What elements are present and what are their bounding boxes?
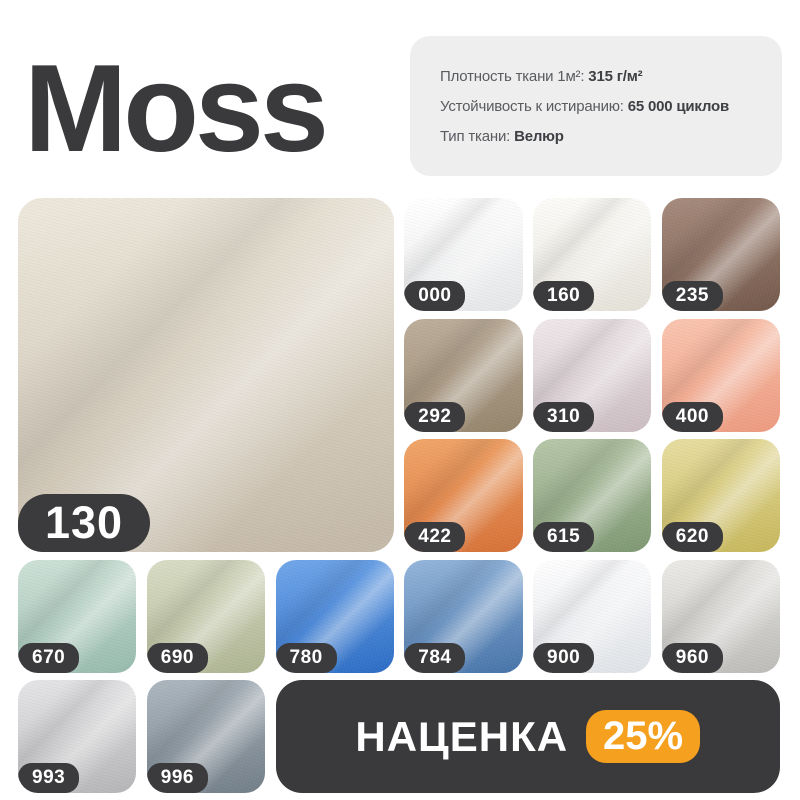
spec-line: Плотность ткани 1м²: 315 г/м² — [440, 68, 752, 85]
swatch-tile-235[interactable]: 235 — [661, 198, 780, 311]
swatch-tile-780[interactable]: 780 — [275, 559, 394, 673]
spec-value: 315 г/м² — [588, 67, 643, 85]
spec-value: Велюр — [514, 127, 564, 145]
swatch-tile-690[interactable]: 690 — [146, 559, 265, 673]
swatch-tile-615[interactable]: 615 — [533, 439, 652, 552]
swatch-code-badge: 615 — [533, 522, 595, 552]
swatch-tile-670[interactable]: 670 — [18, 559, 137, 673]
swatch-code-badge: 235 — [661, 281, 723, 311]
swatch-code-badge: 784 — [404, 642, 466, 673]
banner-label: НАЦЕНКА — [355, 712, 569, 760]
swatch-tile-160[interactable]: 160 — [533, 198, 652, 311]
swatch-code-badge: 960 — [661, 642, 723, 673]
swatch-code-badge: 292 — [404, 401, 466, 432]
swatch-tile-000[interactable]: 000 — [404, 198, 523, 311]
swatch-tile-400[interactable]: 400 — [661, 318, 780, 432]
swatch-tile-310[interactable]: 310 — [533, 318, 652, 432]
swatch-code-badge: 310 — [533, 401, 595, 432]
spec-line: Устойчивость к истиранию: 65 000 циклов — [440, 98, 752, 115]
swatch-code-badge: 400 — [661, 401, 723, 432]
swatch-code-badge: 993 — [18, 763, 80, 793]
swatch-tile-422[interactable]: 422 — [404, 439, 523, 552]
spec-label: Плотность ткани 1м²: — [440, 67, 585, 85]
swatch-tile-993[interactable]: 993 — [18, 680, 137, 793]
swatch-code-badge: 670 — [18, 642, 80, 673]
swatch-code-badge: 000 — [404, 281, 466, 311]
swatch-code-badge: 130 — [18, 494, 151, 552]
swatch-code-badge: 422 — [404, 522, 466, 552]
swatch-code-badge: 780 — [275, 642, 337, 673]
swatch-code-badge: 620 — [661, 522, 723, 552]
page-title: Moss — [24, 40, 329, 178]
spec-label: Устойчивость к истиранию: — [440, 97, 624, 115]
spec-value: 65 000 циклов — [627, 97, 730, 115]
swatch-tile-292[interactable]: 292 — [404, 318, 523, 432]
swatch-tile-784[interactable]: 784 — [404, 559, 523, 673]
banner-percent-badge: 25% — [586, 710, 701, 763]
spec-line: Тип ткани: Велюр — [440, 128, 752, 145]
swatch-grid: 130 000 160 235 292 310 400 422 615 620 … — [18, 198, 780, 793]
spec-label: Тип ткани: — [440, 127, 511, 145]
specs-card: Плотность ткани 1м²: 315 г/м² Устойчивос… — [410, 36, 782, 176]
swatch-tile-960[interactable]: 960 — [661, 559, 780, 673]
swatch-tile-900[interactable]: 900 — [533, 559, 652, 673]
swatch-code-badge: 996 — [146, 763, 208, 793]
swatch-code-badge: 900 — [533, 642, 595, 673]
swatch-tile-996[interactable]: 996 — [146, 680, 265, 793]
featured-swatch-tile[interactable]: 130 — [18, 198, 394, 552]
markup-banner: НАЦЕНКА 25% — [275, 680, 780, 793]
swatch-code-badge: 690 — [146, 642, 208, 673]
swatch-code-badge: 160 — [533, 281, 595, 311]
swatch-tile-620[interactable]: 620 — [661, 439, 780, 552]
